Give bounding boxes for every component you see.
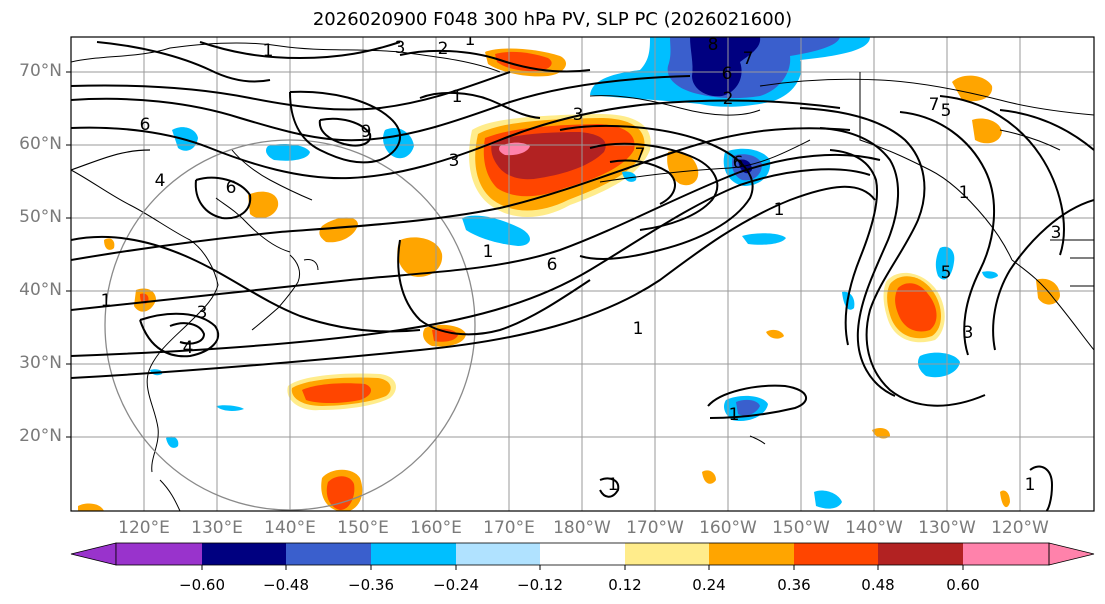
colorbar-bin [286,543,371,565]
contour-label: 3 [573,105,584,125]
contour-label: 6 [547,255,558,275]
lon-label: 160°E [410,518,462,538]
slp-contour-thin [71,149,151,171]
colorbar-tick-label: −0.48 [263,576,309,594]
colorbar-tick-label: 0.48 [861,576,895,594]
contour-label: 6 [140,115,151,135]
contour-label: 5 [941,263,952,283]
contour-label: 1 [608,475,619,495]
colorbar-tick-label: 0.36 [777,576,811,594]
lon-label: 130°W [918,518,976,538]
colorbar-bin [456,543,540,565]
lat-label: 50°N [19,207,62,227]
lon-label: 140°E [264,518,316,538]
map-border [70,36,1095,512]
lon-label: 120°E [118,518,170,538]
colorbar-bin [371,543,456,565]
contour-label: 1 [774,200,785,220]
lon-label: 150°E [337,518,389,538]
contour-label: 4 [155,171,166,191]
axis-ticks [66,71,71,438]
colorbar-bin [963,543,1049,565]
contour-label: 3 [197,303,208,323]
colorbar-extend-low [70,542,117,566]
lat-label: 60°N [19,134,62,154]
colorbar-tick-label: 0.12 [608,576,642,594]
contour-label: 1 [633,319,644,339]
contour-label: 6 [733,153,744,173]
contour-label: 6 [722,64,733,84]
lon-label: 150°W [772,518,830,538]
contour-label: 4 [183,338,194,358]
lon-label: 160°W [699,518,757,538]
contour-label: 1 [959,183,970,203]
lat-label: 30°N [19,353,62,373]
contour-label: 7 [929,95,940,115]
contour-label: 1 [483,242,494,262]
pv-anomaly-shading [78,37,1060,511]
contour-label: 1 [1025,475,1036,495]
contour-label: 2 [723,89,734,109]
colorbar-extend-high [1048,542,1095,566]
colorbar-bin [202,543,286,565]
contour-label: 1 [452,87,463,107]
contour-label: 3 [395,38,406,58]
contour-label: 1 [101,291,112,311]
contour-label: 3 [449,151,460,171]
colorbar-bin [878,543,963,565]
lon-label: 140°W [845,518,903,538]
contour-label: 6 [226,178,237,198]
lat-label: 70°N [19,61,62,81]
lon-label: 120°W [991,518,1049,538]
colorbar-tick-label: −0.60 [179,576,225,594]
contour-label: 1 [465,30,476,50]
lat-label: 20°N [19,426,62,446]
slp-contours [71,41,1094,511]
contour-label: 7 [635,145,646,165]
contour-label: 3 [963,323,974,343]
lon-label: 170°E [483,518,535,538]
colorbar-bin [709,543,794,565]
map-title: 2026020900 F048 300 hPa PV, SLP PC (2026… [312,9,793,30]
contour-label: 8 [708,35,719,55]
colorbar-tick-label: −0.12 [517,576,563,594]
contour-label: 2 [438,39,449,59]
contour-label: 1 [729,405,740,425]
contour-label: 3 [1051,223,1062,243]
colorbar-bin [794,543,878,565]
colorbar-tick-label: −0.36 [348,576,394,594]
lon-label: 170°W [626,518,684,538]
contour-labels: 1 3 2 1 8 7 6 2 1 6 9 3 4 6 6 7 3 6 1 1 … [101,30,1062,495]
lon-label: 180°W [553,518,611,538]
contour-label: 1 [263,41,274,61]
colorbar [70,542,1095,570]
contour-label: 7 [743,49,754,69]
range-ring [104,139,476,511]
colorbar-tick-label: 0.60 [946,576,980,594]
lat-label: 40°N [19,280,62,300]
contour-label: 5 [941,101,952,121]
colorbar-bin [540,543,625,565]
colorbar-tick-label: 0.24 [692,576,726,594]
colorbar-bin [625,543,709,565]
colorbar-bin [116,543,202,565]
lon-label: 130°E [191,518,243,538]
contour-label: 9 [361,122,372,142]
colorbar-tick-label: −0.24 [433,576,479,594]
